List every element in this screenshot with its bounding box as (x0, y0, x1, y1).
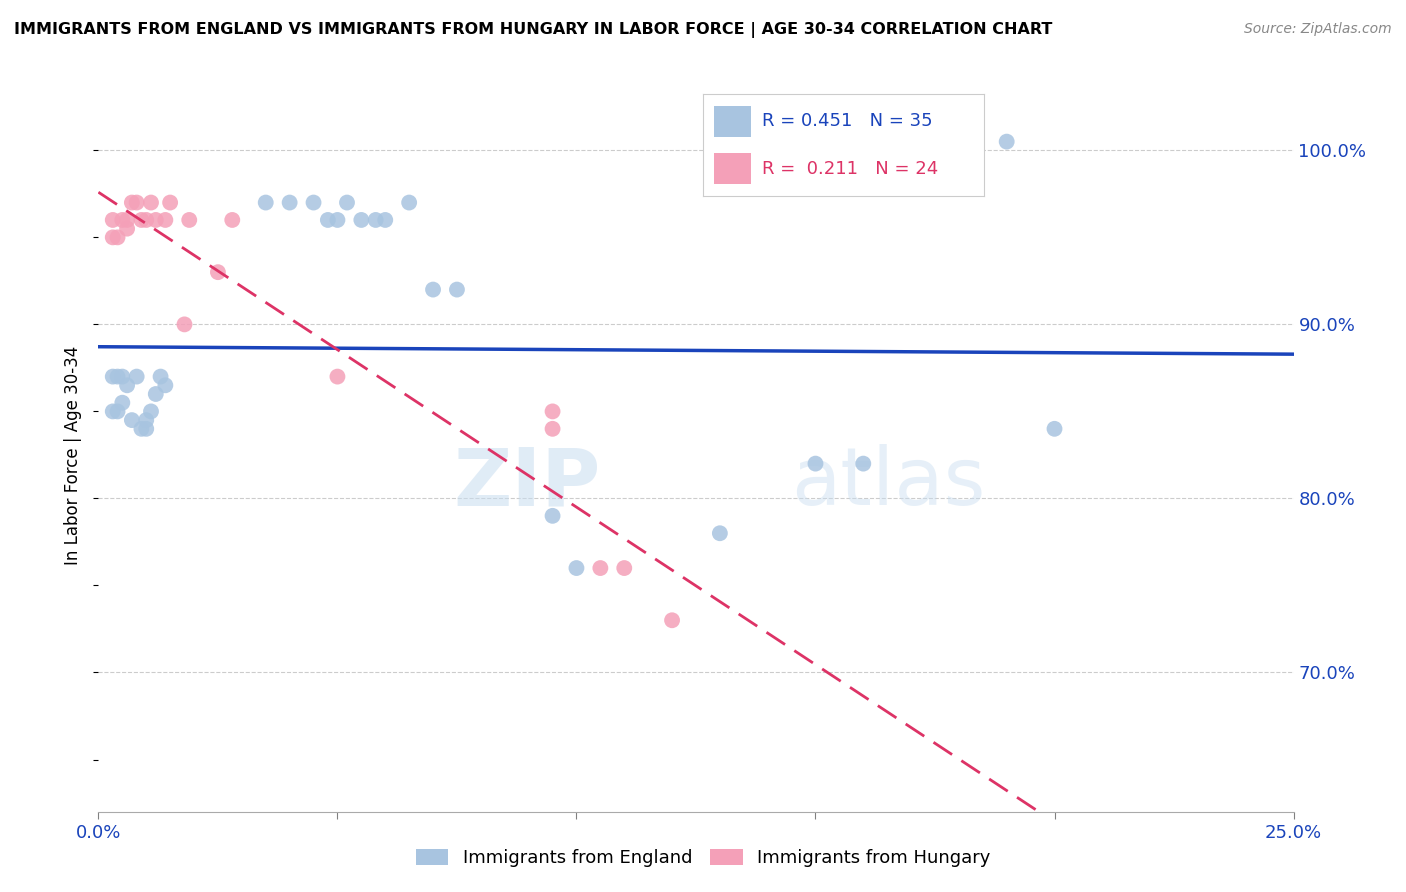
Point (111, 213, 134, 227)
Point (541, 508, 564, 523)
Point (155, 378, 177, 392)
Point (995, 135, 1018, 149)
Point (589, 561, 612, 575)
Point (145, 213, 167, 227)
Point (107, 404, 129, 418)
Point (139, 404, 162, 418)
Point (107, 230, 129, 244)
Text: Source: ZipAtlas.com: Source: ZipAtlas.com (1244, 22, 1392, 37)
Point (101, 404, 124, 418)
Point (149, 369, 172, 384)
Point (613, 561, 636, 575)
Point (111, 369, 134, 384)
Point (107, 369, 129, 384)
Point (115, 213, 138, 227)
Point (852, 457, 875, 471)
Point (131, 422, 153, 436)
Point (101, 230, 124, 244)
Text: atlas: atlas (792, 444, 986, 523)
Point (1043, 422, 1066, 436)
Point (709, 526, 731, 541)
Point (221, 213, 243, 227)
Point (336, 195, 359, 210)
Bar (714, 153, 751, 184)
Point (398, 195, 420, 210)
Point (121, 413, 143, 427)
Point (254, 195, 277, 210)
Point (179, 213, 201, 227)
Point (139, 195, 162, 210)
Bar (714, 106, 751, 136)
Point (541, 404, 564, 418)
Point (131, 213, 153, 227)
Point (804, 457, 827, 471)
Legend: Immigrants from England, Immigrants from Hungary: Immigrants from England, Immigrants from… (408, 841, 998, 874)
Point (661, 613, 683, 627)
Point (101, 213, 124, 227)
Point (446, 283, 468, 297)
Point (326, 213, 349, 227)
Point (374, 213, 396, 227)
Point (155, 213, 177, 227)
Point (422, 283, 444, 297)
Text: ZIP: ZIP (453, 444, 600, 523)
Text: R =  0.211   N = 24: R = 0.211 N = 24 (762, 160, 938, 178)
Point (135, 213, 157, 227)
Text: IMMIGRANTS FROM ENGLAND VS IMMIGRANTS FROM HUNGARY IN LABOR FORCE | AGE 30-34 CO: IMMIGRANTS FROM ENGLAND VS IMMIGRANTS FR… (14, 22, 1053, 38)
Y-axis label: In Labor Force | Age 30-34: In Labor Force | Age 30-34 (65, 345, 83, 565)
Point (316, 213, 339, 227)
Point (364, 213, 387, 227)
Point (101, 369, 124, 384)
Point (135, 422, 157, 436)
Point (278, 195, 301, 210)
Point (326, 369, 349, 384)
Point (207, 265, 229, 279)
Point (565, 561, 588, 575)
Point (302, 195, 325, 210)
Point (121, 195, 143, 210)
Point (541, 422, 564, 436)
Point (145, 387, 167, 401)
Point (115, 221, 138, 235)
Point (125, 195, 148, 210)
Point (115, 378, 138, 392)
Point (173, 318, 195, 332)
Point (350, 213, 373, 227)
Text: R = 0.451   N = 35: R = 0.451 N = 35 (762, 112, 932, 130)
Point (111, 395, 134, 409)
Point (125, 369, 148, 384)
Point (159, 195, 181, 210)
Point (135, 413, 157, 427)
